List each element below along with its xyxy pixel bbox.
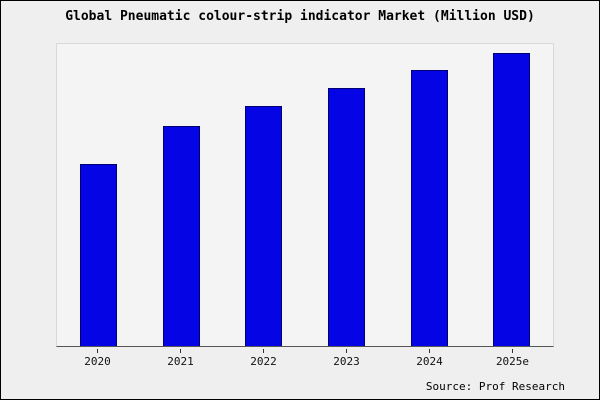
- source-note: Source: Prof Research: [425, 380, 565, 393]
- x-label-slot: 2024: [388, 349, 471, 369]
- bar-slot: [222, 44, 305, 346]
- x-tick-label: 2024: [416, 355, 443, 368]
- bar-2020: [79, 164, 117, 346]
- x-tick-label: 2025e: [495, 355, 530, 368]
- bar-slot: [57, 44, 140, 346]
- bar-2021: [162, 126, 200, 346]
- axis-tick: [180, 349, 181, 353]
- bar-2023: [327, 87, 365, 346]
- axis-tick: [512, 349, 513, 353]
- bar-2024: [410, 70, 448, 346]
- bar-2025e: [493, 52, 531, 346]
- x-axis-labels: 2020 2021 2022 2023 2024 2025e: [56, 349, 554, 369]
- x-tick-label: 2022: [250, 355, 277, 368]
- plot-area: [56, 43, 554, 347]
- axis-tick: [97, 349, 98, 353]
- bar-slot: [388, 44, 471, 346]
- x-label-slot: 2025e: [471, 349, 554, 369]
- x-label-slot: 2021: [139, 349, 222, 369]
- axis-tick: [263, 349, 264, 353]
- bar-slot: [140, 44, 223, 346]
- x-tick-label: 2021: [167, 355, 194, 368]
- chart-title: Global Pneumatic colour-strip indicator …: [65, 9, 535, 24]
- axis-tick: [346, 349, 347, 353]
- x-label-slot: 2020: [56, 349, 139, 369]
- x-label-slot: 2023: [305, 349, 388, 369]
- bar-slot: [470, 44, 553, 346]
- x-tick-label: 2023: [333, 355, 360, 368]
- bars: [57, 44, 553, 346]
- bar-2022: [245, 105, 283, 346]
- axis-tick: [429, 349, 430, 353]
- x-label-slot: 2022: [222, 349, 305, 369]
- x-tick-label: 2020: [84, 355, 111, 368]
- bar-slot: [305, 44, 388, 346]
